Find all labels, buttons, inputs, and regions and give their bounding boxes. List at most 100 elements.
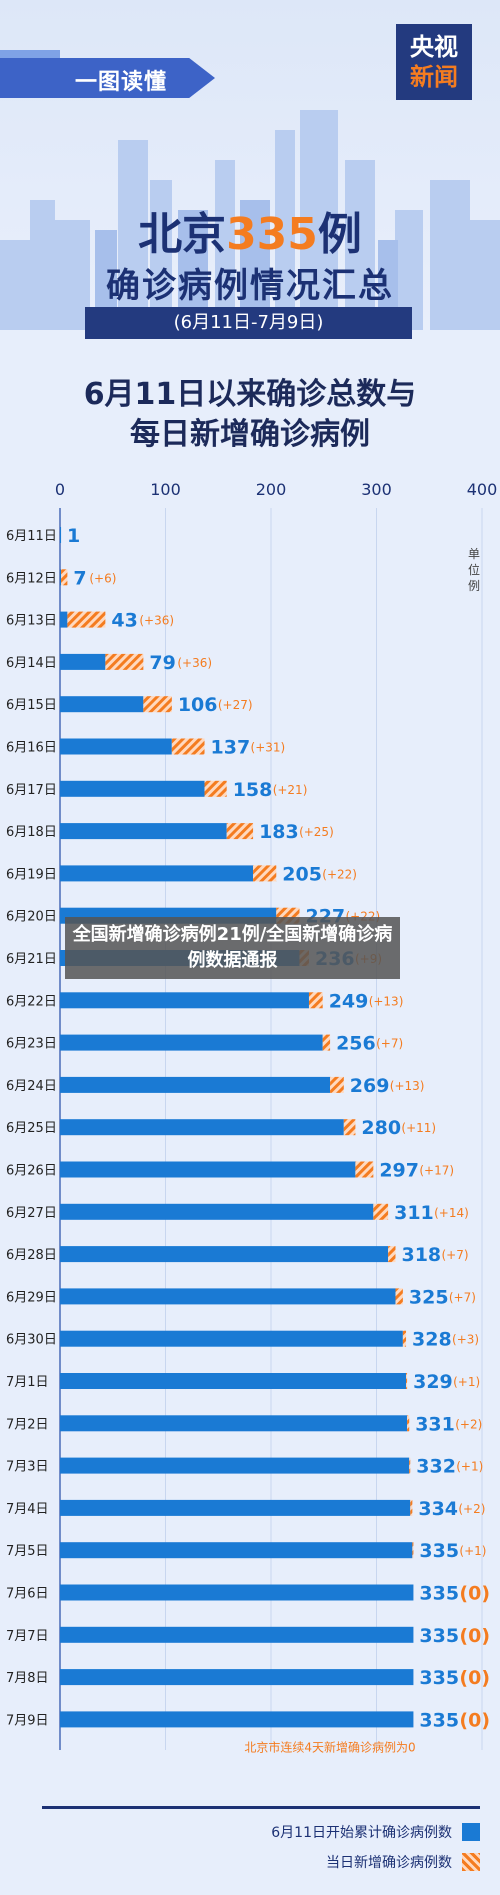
bar-base — [60, 1584, 414, 1601]
caption-overlay: 全国新增确诊病例21例/全国新增确诊病例数据通报 — [65, 917, 400, 979]
main-title-suffix: 例 — [317, 209, 362, 260]
value-label: 335 — [419, 1540, 459, 1562]
daily-change-label: (+1) — [453, 1375, 480, 1389]
daily-change-label: (+1) — [456, 1460, 483, 1474]
bar-increment — [204, 780, 227, 797]
bar-base — [60, 611, 68, 628]
bar-increment — [355, 1161, 374, 1178]
value-label: 328 — [412, 1329, 452, 1351]
daily-change-label: (+21) — [273, 783, 308, 797]
daily-change-label: (+13) — [390, 1079, 425, 1093]
chart-subtitle-line1: 6月11日以来确诊总数与 — [83, 377, 417, 412]
logo-line1: 央视 — [410, 33, 458, 61]
daily-change-label: (+7) — [449, 1290, 476, 1304]
bar-increment — [226, 823, 254, 840]
bar-base — [60, 569, 62, 586]
bar-base — [60, 1711, 414, 1728]
unit-label-char: 单 — [468, 547, 480, 561]
bar-increment — [343, 1119, 356, 1136]
daily-change-label: (+36) — [139, 614, 174, 628]
daily-change-label: (+7) — [376, 1037, 403, 1051]
bar-increment — [388, 1246, 396, 1263]
x-tick-label: 300 — [361, 480, 392, 499]
daily-change-label: (+25) — [299, 825, 334, 839]
bar-increment — [171, 738, 205, 755]
category-label: 7月7日 — [6, 1629, 49, 1644]
category-label: 6月14日 — [6, 656, 57, 671]
daily-change-label: (+17) — [419, 1164, 454, 1178]
daily-change-label: (+3) — [452, 1333, 479, 1347]
daily-change-label: (0) — [459, 1667, 490, 1689]
value-label: 335 — [419, 1709, 459, 1731]
value-label: 335 — [419, 1583, 459, 1605]
category-label: 7月2日 — [6, 1417, 49, 1432]
bar-base — [60, 780, 205, 797]
daily-change-label: (0) — [459, 1583, 490, 1605]
daily-change-label: (+36) — [177, 656, 212, 670]
bar-base — [60, 738, 172, 755]
bar-increment — [373, 1203, 389, 1220]
daily-change-label: (+27) — [218, 698, 253, 712]
category-label: 7月6日 — [6, 1587, 49, 1602]
category-label: 6月12日 — [6, 571, 57, 586]
bar-base — [60, 1626, 414, 1643]
category-label: 6月15日 — [6, 698, 57, 713]
unit-label-char: 例 — [468, 579, 480, 593]
skyline-illustration — [0, 110, 500, 330]
bar-increment — [61, 569, 68, 586]
bar-increment — [105, 653, 144, 670]
value-label: 280 — [361, 1117, 401, 1139]
category-label: 6月20日 — [6, 910, 57, 925]
bar-increment — [67, 611, 106, 628]
value-label: 334 — [418, 1498, 458, 1520]
unit-label-char: 位 — [468, 562, 480, 577]
category-label: 6月29日 — [6, 1290, 57, 1305]
bar-base — [60, 527, 62, 543]
x-tick-label: 100 — [150, 480, 181, 499]
bar-increment — [412, 1542, 414, 1559]
bar-base — [60, 1373, 407, 1389]
legend-divider — [42, 1806, 480, 1809]
daily-change-label: (+13) — [369, 994, 404, 1008]
category-label: 6月28日 — [6, 1248, 57, 1263]
value-label: 79 — [149, 652, 175, 674]
bar-increment — [330, 1076, 344, 1093]
main-title: 北京335例 — [0, 198, 500, 262]
legend-swatch-cumulative — [462, 1823, 480, 1841]
bar-increment — [322, 1034, 331, 1051]
category-label: 7月9日 — [6, 1713, 49, 1728]
bar-base — [60, 992, 309, 1009]
value-label: 325 — [409, 1286, 449, 1308]
chart-subtitle-line2: 每日新增确诊病例 — [130, 417, 370, 452]
bar-increment — [402, 1330, 407, 1347]
bar-increment — [253, 865, 277, 882]
banner-title: 一图读懂 — [75, 70, 168, 95]
legend-swatch-daily — [462, 1853, 480, 1871]
chart-annotation: 北京市连续4天新增确诊病例为0 — [244, 1739, 415, 1754]
category-label: 7月5日 — [6, 1544, 49, 1559]
bar-base — [60, 1499, 411, 1516]
bar-increment — [308, 992, 323, 1009]
value-label: 43 — [111, 610, 137, 632]
bar-base — [60, 1330, 403, 1347]
value-label: 311 — [394, 1202, 434, 1224]
daily-change-label: (+7) — [441, 1248, 468, 1262]
bar-base — [60, 1288, 396, 1305]
chart-subtitle: 6月11日以来确诊总数与 每日新增确诊病例 — [0, 375, 500, 455]
value-label: 249 — [329, 990, 369, 1012]
daily-change-label: (+6) — [89, 571, 116, 585]
bar-increment — [395, 1288, 403, 1305]
legend-label-cumulative: 6月11日开始累计确诊病例数 — [271, 1825, 452, 1841]
category-label: 6月16日 — [6, 741, 57, 756]
category-label: 6月21日 — [6, 952, 57, 967]
value-label: 335 — [419, 1667, 459, 1689]
bar-base — [60, 1669, 414, 1686]
bar-base — [60, 823, 227, 840]
value-label: 106 — [178, 694, 218, 716]
value-label: 1 — [67, 525, 80, 547]
category-label: 7月8日 — [6, 1671, 49, 1686]
category-label: 6月24日 — [6, 1079, 57, 1094]
bar-increment — [407, 1415, 410, 1432]
daily-change-label: (+2) — [458, 1502, 485, 1516]
